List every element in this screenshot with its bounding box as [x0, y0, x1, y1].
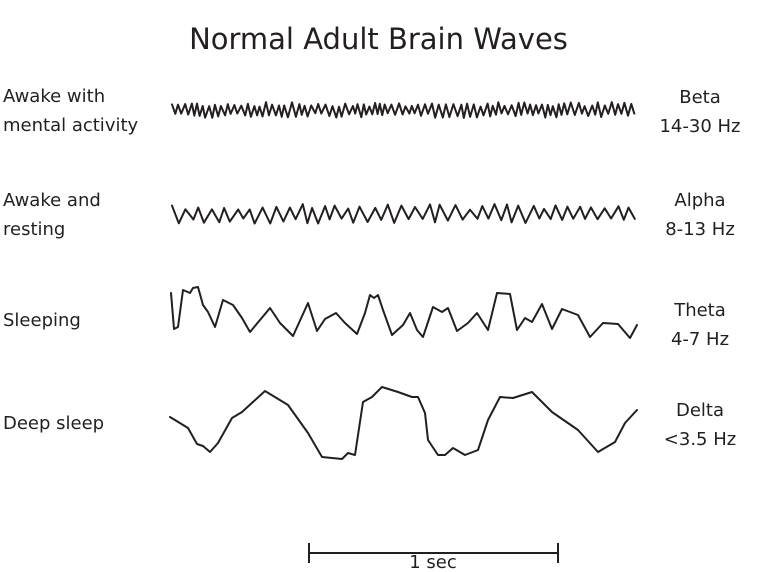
state-line: Deep sleep: [3, 413, 105, 434]
band-label-delta: Delta <3.5 Hz: [650, 396, 750, 454]
band-label-alpha: Alpha 8-13 Hz: [650, 186, 750, 244]
band-range: 14-30 Hz: [659, 116, 741, 137]
band-label-theta: Theta 4-7 Hz: [650, 296, 750, 354]
band-name: Delta: [675, 400, 725, 421]
scale-bar: [308, 543, 559, 563]
state-line: Sleeping: [3, 310, 81, 331]
state-label-delta: Deep sleep: [3, 409, 104, 438]
theta-wave: [170, 286, 638, 339]
diagram-title: Normal Adult Brain Waves: [189, 22, 568, 56]
beta-wave: [171, 101, 636, 119]
band-name: Theta: [674, 300, 726, 321]
band-range: 8-13 Hz: [665, 219, 735, 240]
band-range: <3.5 Hz: [663, 429, 737, 450]
state-label-theta: Sleeping: [3, 306, 81, 335]
band-name: Beta: [679, 87, 721, 108]
state-line: mental activity: [3, 115, 139, 136]
state-line: Awake with: [3, 86, 106, 107]
delta-wave: [169, 386, 638, 460]
band-name: Alpha: [674, 190, 726, 211]
scale-bar-label: 1 sec: [409, 552, 457, 572]
state-line: Awake and: [3, 190, 101, 211]
band-label-beta: Beta 14-30 Hz: [650, 83, 750, 141]
state-line: resting: [3, 219, 66, 240]
state-label-alpha: Awake and resting: [3, 186, 101, 244]
band-range: 4-7 Hz: [670, 329, 730, 350]
state-label-beta: Awake with mental activity: [3, 82, 138, 140]
alpha-wave: [171, 203, 636, 225]
